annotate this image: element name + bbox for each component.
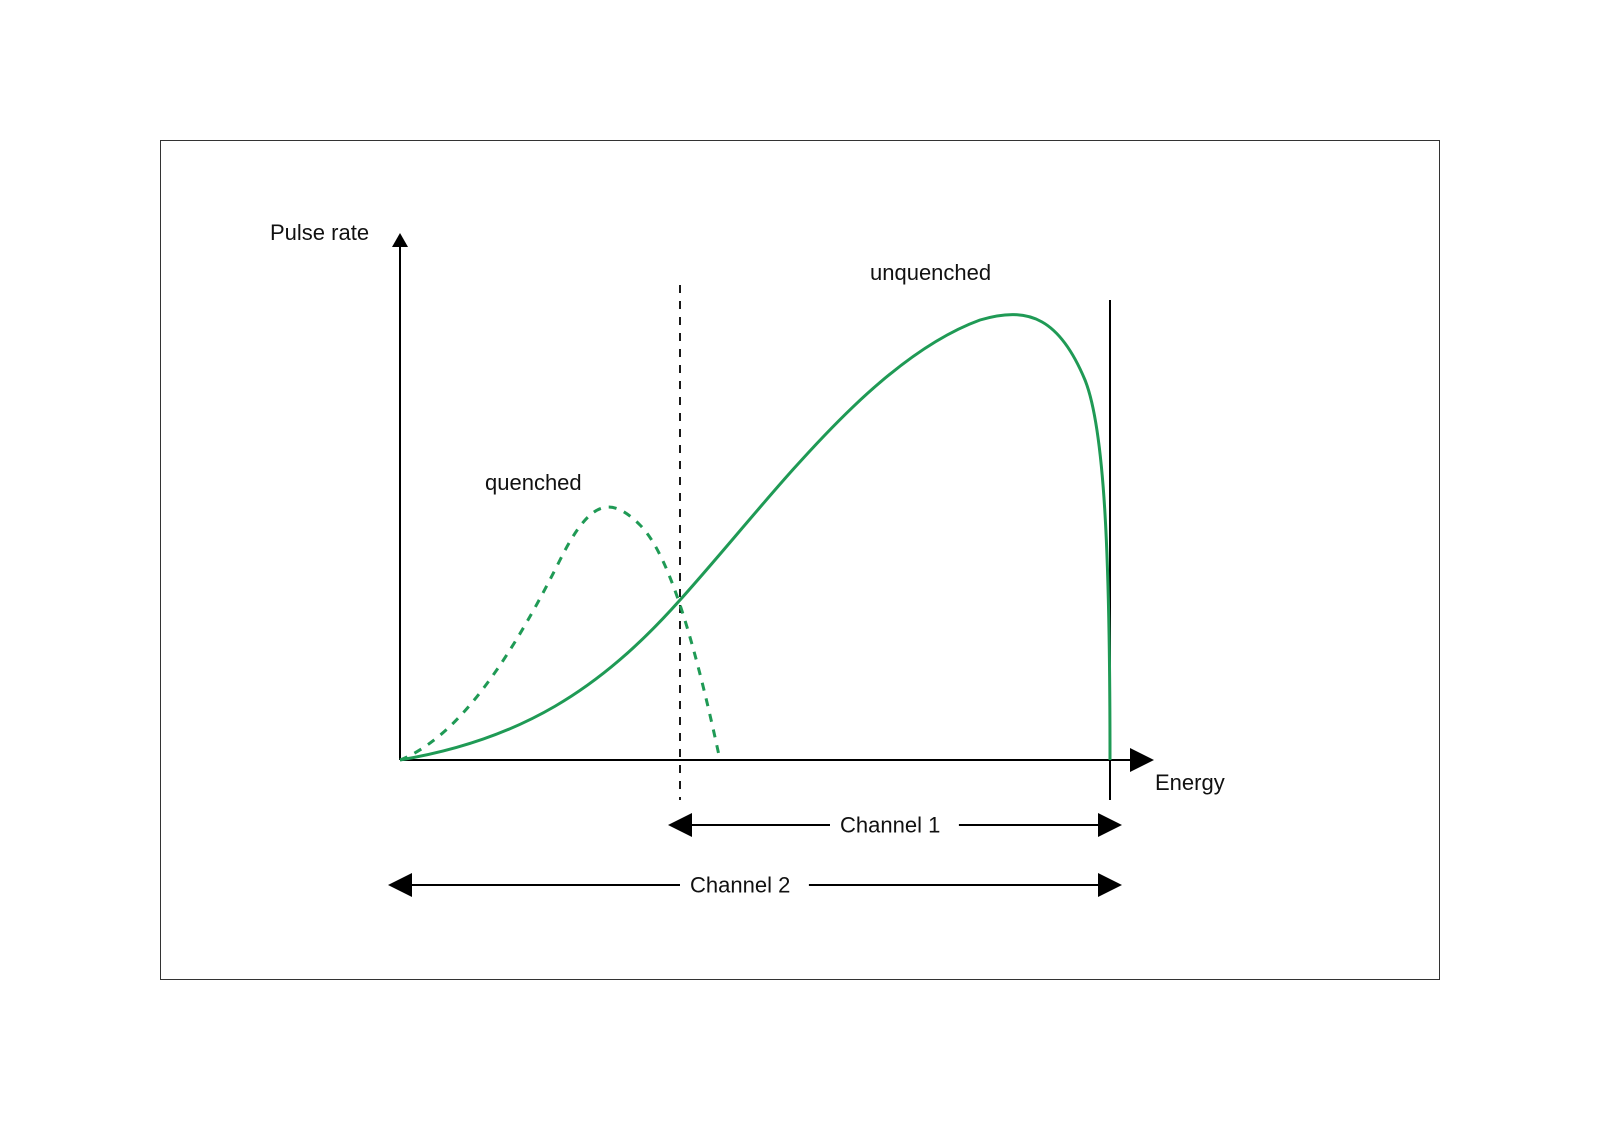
quenched-label: quenched bbox=[485, 470, 582, 495]
diagram-svg: Pulse rate Energy quenched unquenched Ch… bbox=[0, 0, 1600, 1133]
y-axis-label: Pulse rate bbox=[270, 220, 369, 245]
quenched-curve bbox=[400, 507, 720, 760]
unquenched-curve bbox=[400, 315, 1110, 760]
channel1-label: Channel 1 bbox=[840, 813, 940, 838]
x-axis-label: Energy bbox=[1155, 770, 1225, 795]
unquenched-label: unquenched bbox=[870, 260, 991, 285]
y-axis-arrowhead bbox=[392, 233, 408, 247]
channel2-label: Channel 2 bbox=[690, 873, 790, 898]
